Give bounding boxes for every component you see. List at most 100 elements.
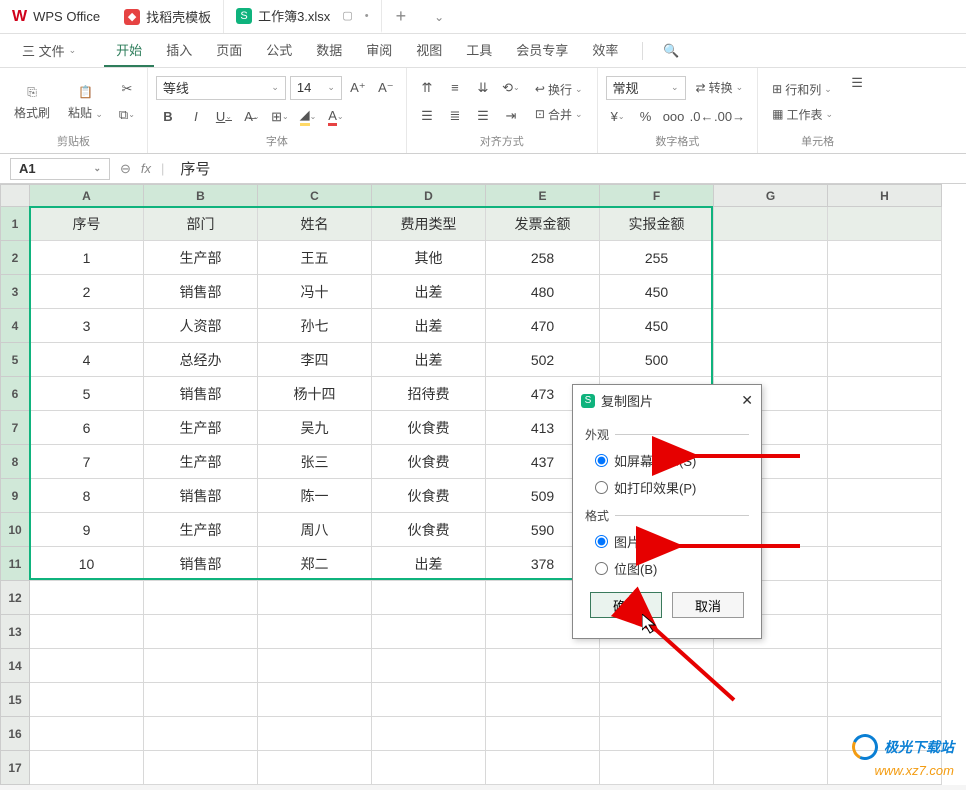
cell[interactable]: 其他 — [372, 241, 486, 275]
cell[interactable]: 450 — [600, 275, 714, 309]
header-cell[interactable]: 姓名 — [258, 207, 372, 241]
menu-会员专享[interactable]: 会员专享 — [504, 34, 580, 67]
cell[interactable]: 6 — [30, 411, 144, 445]
header-cell[interactable] — [828, 207, 942, 241]
cell[interactable] — [486, 649, 600, 683]
cancel-button[interactable]: 取消 — [672, 592, 744, 618]
row-header[interactable]: 3 — [1, 275, 30, 309]
cell[interactable] — [258, 649, 372, 683]
cell[interactable] — [486, 683, 600, 717]
cell[interactable] — [486, 751, 600, 785]
spreadsheet-grid[interactable]: ABCDEFGH1序号部门姓名费用类型发票金额实报金额21生产部王五其他2582… — [0, 184, 966, 785]
cell[interactable] — [486, 717, 600, 751]
number-format-select[interactable]: 常规⌄ — [606, 76, 686, 100]
cell[interactable]: 470 — [486, 309, 600, 343]
italic-button[interactable]: I — [184, 106, 208, 128]
ok-button[interactable]: 确定 — [590, 592, 662, 618]
cell[interactable]: 9 — [30, 513, 144, 547]
cell[interactable] — [372, 649, 486, 683]
cell[interactable] — [144, 717, 258, 751]
tab-dropdown-icon[interactable]: • — [365, 10, 369, 22]
row-header[interactable]: 10 — [1, 513, 30, 547]
cell[interactable]: 销售部 — [144, 377, 258, 411]
align-top-button[interactable]: ⇈ — [415, 77, 439, 99]
cell[interactable]: 伙食费 — [372, 513, 486, 547]
cell[interactable]: 4 — [30, 343, 144, 377]
tab-template[interactable]: ◆ 找稻壳模板 — [112, 0, 224, 33]
select-all-corner[interactable] — [1, 185, 30, 207]
cell[interactable]: 销售部 — [144, 479, 258, 513]
merge-button[interactable]: ⊡合并⌄ — [529, 104, 589, 125]
cell[interactable]: 人资部 — [144, 309, 258, 343]
cell[interactable] — [828, 343, 942, 377]
cell[interactable] — [258, 683, 372, 717]
cell[interactable] — [372, 683, 486, 717]
wrap-text-button[interactable]: ↩换行⌄ — [529, 79, 589, 100]
menu-视图[interactable]: 视图 — [404, 34, 454, 67]
underline-button[interactable]: U⌄ — [212, 106, 236, 128]
cell[interactable] — [714, 343, 828, 377]
menu-数据[interactable]: 数据 — [304, 34, 354, 67]
menu-file[interactable]: 三 文件 ⌄ — [10, 35, 88, 66]
cell[interactable]: 出差 — [372, 547, 486, 581]
cell[interactable] — [828, 241, 942, 275]
col-header-G[interactable]: G — [714, 185, 828, 207]
cell[interactable]: 出差 — [372, 275, 486, 309]
menu-开始[interactable]: 开始 — [104, 34, 154, 67]
formula-input[interactable]: 序号 — [174, 158, 956, 179]
cell[interactable]: 伙食费 — [372, 479, 486, 513]
header-cell[interactable]: 发票金额 — [486, 207, 600, 241]
cell[interactable]: 出差 — [372, 343, 486, 377]
cell[interactable] — [714, 649, 828, 683]
cell[interactable]: 周八 — [258, 513, 372, 547]
menu-search[interactable]: 🔍 — [651, 37, 691, 65]
cell[interactable] — [828, 445, 942, 479]
cell[interactable] — [828, 649, 942, 683]
cell[interactable] — [258, 615, 372, 649]
cell[interactable]: 502 — [486, 343, 600, 377]
currency-button[interactable]: ¥⌄ — [606, 106, 630, 128]
copy-button[interactable]: ⧉⌄ — [115, 104, 139, 126]
convert-button[interactable]: ⇄转换⌄ — [690, 77, 750, 98]
cell[interactable] — [600, 683, 714, 717]
row-header[interactable]: 5 — [1, 343, 30, 377]
cell[interactable] — [828, 683, 942, 717]
cell[interactable]: 伙食费 — [372, 411, 486, 445]
cell[interactable]: 吴九 — [258, 411, 372, 445]
row-col-button[interactable]: ⊞行和列⌄ — [766, 79, 839, 100]
cell[interactable] — [30, 683, 144, 717]
cell[interactable] — [30, 615, 144, 649]
cut-button[interactable]: ✂ — [115, 78, 139, 100]
cell[interactable] — [30, 649, 144, 683]
cell[interactable] — [828, 547, 942, 581]
cell[interactable] — [828, 275, 942, 309]
menu-插入[interactable]: 插入 — [154, 34, 204, 67]
cell[interactable]: 销售部 — [144, 275, 258, 309]
more-cells-button[interactable]: ☰ — [845, 72, 869, 94]
font-size-select[interactable]: 14⌄ — [290, 76, 342, 100]
cell[interactable]: 5 — [30, 377, 144, 411]
cell[interactable] — [144, 649, 258, 683]
row-header[interactable]: 11 — [1, 547, 30, 581]
cell[interactable] — [828, 513, 942, 547]
row-header[interactable]: 16 — [1, 717, 30, 751]
menu-公式[interactable]: 公式 — [254, 34, 304, 67]
cell[interactable] — [372, 751, 486, 785]
paste-button[interactable]: 📋 粘贴 ⌄ — [62, 78, 109, 125]
cell[interactable] — [600, 717, 714, 751]
close-button[interactable]: ✕ — [741, 392, 753, 409]
cell[interactable] — [600, 649, 714, 683]
cell[interactable] — [828, 615, 942, 649]
header-cell[interactable] — [714, 207, 828, 241]
font-family-select[interactable]: 等线⌄ — [156, 76, 286, 100]
row-header[interactable]: 17 — [1, 751, 30, 785]
cell[interactable] — [828, 377, 942, 411]
cell[interactable] — [144, 615, 258, 649]
row-header[interactable]: 15 — [1, 683, 30, 717]
increase-decimal-button[interactable]: .00→ — [718, 106, 742, 128]
format-painter-button[interactable]: ⎘ 格式刷 — [8, 78, 56, 125]
menu-审阅[interactable]: 审阅 — [354, 34, 404, 67]
radio-as-print[interactable]: 如打印效果(P) — [585, 474, 749, 501]
border-button[interactable]: ⊞⌄ — [268, 106, 292, 128]
cell[interactable] — [828, 581, 942, 615]
